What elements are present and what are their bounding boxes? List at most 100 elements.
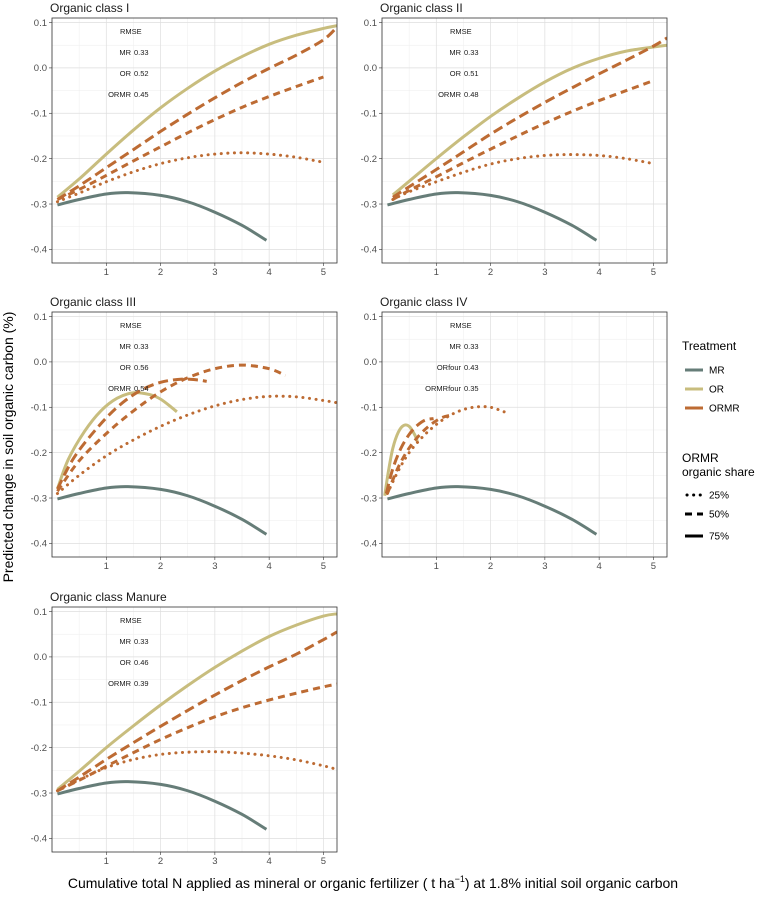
rmse-label: ORMR bbox=[108, 679, 131, 688]
x-tick-label: 3 bbox=[212, 561, 217, 572]
y-tick-label: -0.3 bbox=[361, 199, 377, 210]
y-tick-label: 0.0 bbox=[34, 357, 47, 368]
x-tick-label: 2 bbox=[158, 267, 163, 278]
panel-background bbox=[52, 312, 337, 557]
x-tick-label: 5 bbox=[321, 856, 326, 867]
rmse-label: ORMRfour bbox=[425, 384, 461, 393]
legend-label-75: 75% bbox=[709, 532, 729, 543]
series-line-ormr-75 bbox=[392, 36, 667, 199]
series-line-ormr-25 bbox=[385, 405, 506, 495]
x-tick-label: 1 bbox=[104, 267, 109, 278]
rmse-value: 0.33 bbox=[134, 48, 149, 57]
y-tick-label: -0.4 bbox=[361, 539, 377, 550]
series-line-ormr-50 bbox=[56, 75, 324, 201]
rmse-annotation: RMSE MR 0.33 OR 0.56 ORMR 0.54 bbox=[108, 321, 149, 393]
y-tick-label: -0.4 bbox=[31, 245, 47, 256]
rmse-value: 0.56 bbox=[134, 363, 149, 372]
series-line-ormr-25 bbox=[55, 151, 325, 204]
legend-share-title-line2: organic share bbox=[682, 465, 755, 479]
x-axis-title-unit-pre: ( t ha bbox=[419, 875, 455, 891]
rmse-label: ORMR bbox=[438, 90, 461, 99]
x-tick-label: 3 bbox=[212, 856, 217, 867]
x-tick-label: 1 bbox=[104, 561, 109, 572]
series-line-ormr-75 bbox=[384, 417, 434, 494]
y-tick-label: 0.0 bbox=[364, 357, 377, 368]
rmse-label: OR bbox=[450, 69, 462, 78]
rmse-value: 0.46 bbox=[134, 658, 149, 667]
legend-share-title-line1: ORMR bbox=[682, 451, 719, 465]
rmse-label: ORMR bbox=[108, 90, 131, 99]
rmse-header: RMSE bbox=[120, 27, 142, 36]
x-tick-label: 1 bbox=[104, 856, 109, 867]
rmse-label: ORMR bbox=[108, 384, 131, 393]
x-tick-label: 3 bbox=[542, 267, 547, 278]
rmse-label: OR bbox=[120, 69, 132, 78]
rmse-annotation: RMSE MR 0.33 OR 0.52 ORMR 0.45 bbox=[108, 27, 149, 99]
series-line-mr bbox=[57, 191, 268, 242]
legend-item-or: OR bbox=[685, 385, 724, 396]
rmse-label: MR bbox=[119, 342, 131, 351]
x-tick-label: 5 bbox=[651, 267, 656, 278]
legend-item-25: 25% bbox=[685, 491, 729, 502]
y-tick-label: -0.1 bbox=[361, 403, 377, 414]
x-tick-label: 4 bbox=[596, 267, 601, 278]
rmse-value: 0.45 bbox=[134, 90, 149, 99]
rmse-value: 0.33 bbox=[464, 342, 479, 351]
series-line-ormr-75 bbox=[56, 377, 207, 490]
rmse-value: 0.33 bbox=[464, 48, 479, 57]
rmse-value: 0.48 bbox=[464, 90, 479, 99]
rmse-value: 0.33 bbox=[134, 637, 149, 646]
rmse-value: 0.35 bbox=[464, 384, 479, 393]
x-tick-label: 5 bbox=[651, 561, 656, 572]
panel-background bbox=[382, 18, 667, 263]
legend-item-50: 50% bbox=[685, 510, 729, 521]
rmse-label: MR bbox=[119, 48, 131, 57]
panel-organic-class-ii: Organic class II RMSE MR 0.33 OR 0.51 ORMR 0.48… bbox=[361, 1, 668, 278]
x-tick-label: 4 bbox=[596, 561, 601, 572]
x-tick-label: 3 bbox=[212, 267, 217, 278]
x-tick-label: 1 bbox=[434, 267, 439, 278]
panel-frame bbox=[51, 311, 338, 558]
rmse-value: 0.51 bbox=[464, 69, 479, 78]
series-line-or bbox=[56, 24, 337, 199]
y-tick-label: -0.4 bbox=[31, 834, 47, 845]
legend-label-25: 25% bbox=[709, 491, 729, 502]
series-group bbox=[387, 36, 667, 242]
series-line-ormr-25 bbox=[391, 153, 655, 201]
panel-frame bbox=[51, 606, 338, 853]
rmse-label: ORfour bbox=[437, 363, 462, 372]
series-line-mr bbox=[387, 485, 598, 536]
panel-organic-class-i: Organic class I RMSE MR 0.33 OR 0.52 ORMR 0.45 1… bbox=[31, 1, 338, 278]
x-tick-label: 2 bbox=[488, 267, 493, 278]
y-tick-label: -0.1 bbox=[361, 109, 377, 120]
x-tick-label: 4 bbox=[266, 856, 271, 867]
legend-label-50: 50% bbox=[709, 510, 729, 521]
rmse-header: RMSE bbox=[120, 616, 142, 625]
rmse-header: RMSE bbox=[450, 321, 472, 330]
x-tick-label: 5 bbox=[321, 267, 326, 278]
panel-organic-class-iv: Organic class IV RMSE MR 0.33 ORfour 0.43 ORMR… bbox=[361, 295, 668, 572]
legend-item-ormr: ORMR bbox=[685, 404, 740, 415]
rmse-annotation: RMSE MR 0.33 OR 0.51 ORMR 0.48 bbox=[438, 27, 479, 99]
x-axis-title: Cumulative total N applied as mineral or… bbox=[68, 874, 678, 891]
y-tick-label: 0.0 bbox=[364, 63, 377, 74]
series-line-mr bbox=[57, 780, 268, 831]
rmse-label: OR bbox=[120, 363, 132, 372]
y-tick-label: -0.1 bbox=[31, 698, 47, 709]
y-tick-label: -0.2 bbox=[361, 154, 377, 165]
y-tick-label: -0.2 bbox=[31, 448, 47, 459]
panel-title: Organic class II bbox=[380, 1, 463, 15]
series-line-ormr-50 bbox=[56, 363, 287, 493]
rmse-value: 0.54 bbox=[134, 384, 149, 393]
series-line-mr bbox=[57, 485, 268, 536]
panel-frame bbox=[51, 17, 338, 264]
series-line-or bbox=[383, 423, 419, 496]
y-tick-label: 0.1 bbox=[364, 312, 377, 323]
series-group bbox=[55, 363, 337, 536]
panel-background bbox=[382, 312, 667, 557]
x-axis-title-main: Cumulative total N applied as mineral or… bbox=[68, 875, 419, 891]
legend: Treatment MR OR ORMR ORMR organic share … bbox=[682, 339, 755, 543]
y-tick-label: 0.1 bbox=[34, 312, 47, 323]
